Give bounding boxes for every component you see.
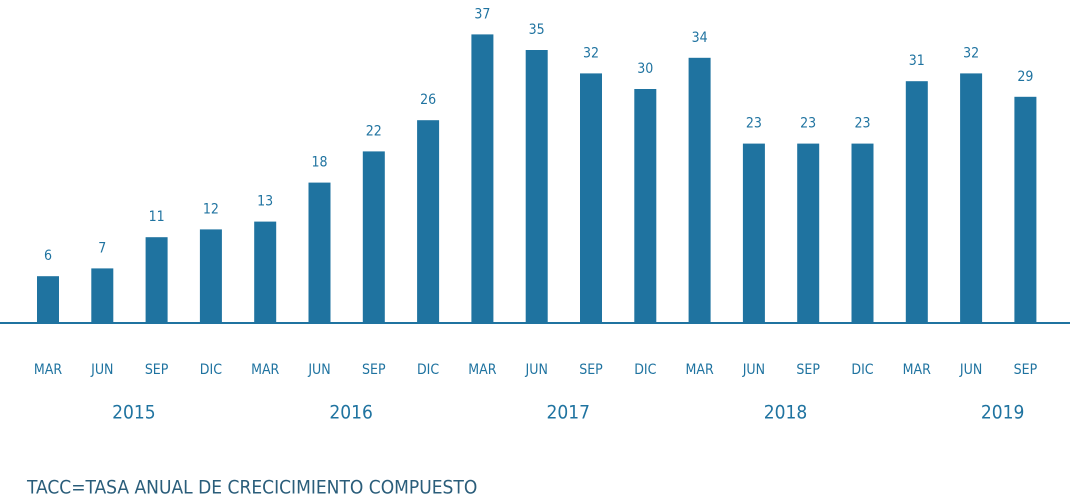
x-tick-label: SEP bbox=[579, 362, 603, 378]
x-tick-label: SEP bbox=[1014, 362, 1038, 378]
x-tick-label: DIC bbox=[200, 362, 222, 378]
value-label: 31 bbox=[909, 53, 925, 69]
bar bbox=[525, 50, 548, 323]
value-label: 23 bbox=[746, 116, 762, 132]
x-tick-label: SEP bbox=[362, 362, 386, 378]
x-tick-label: JUN bbox=[742, 362, 765, 378]
bar bbox=[797, 143, 820, 323]
value-label: 7 bbox=[98, 240, 106, 256]
bar bbox=[905, 81, 928, 323]
year-label: 2016 bbox=[329, 402, 373, 424]
bar bbox=[634, 89, 657, 323]
value-label: 13 bbox=[257, 194, 273, 210]
value-label: 29 bbox=[1017, 69, 1033, 85]
x-tick-label: JUN bbox=[90, 362, 113, 378]
bar bbox=[742, 143, 765, 323]
x-tick-label: MAR bbox=[34, 362, 62, 378]
bar bbox=[851, 143, 874, 323]
bar bbox=[308, 182, 331, 323]
x-tick-label: MAR bbox=[685, 362, 713, 378]
x-tick-label: MAR bbox=[251, 362, 279, 378]
bar bbox=[91, 268, 114, 323]
value-label: 32 bbox=[583, 45, 599, 61]
footnote: TACC=TASA ANUAL DE CRECICIMIENTO COMPUES… bbox=[26, 477, 477, 499]
bar bbox=[960, 73, 983, 324]
value-label: 6 bbox=[44, 248, 52, 264]
year-label: 2015 bbox=[112, 402, 156, 424]
bar bbox=[37, 276, 59, 323]
x-tick-label: JUN bbox=[525, 362, 548, 378]
year-label: 2018 bbox=[764, 402, 808, 424]
value-label: 23 bbox=[800, 116, 816, 132]
value-label: 11 bbox=[149, 209, 165, 225]
x-tick-label: SEP bbox=[796, 362, 820, 378]
value-label: 34 bbox=[692, 30, 708, 46]
value-label: 30 bbox=[637, 61, 653, 77]
x-tick-label: MAR bbox=[903, 362, 931, 378]
x-tick-label: JUN bbox=[959, 362, 982, 378]
bar bbox=[199, 229, 222, 323]
bar bbox=[688, 57, 711, 324]
x-tick-label: JUN bbox=[307, 362, 330, 378]
x-tick-label: SEP bbox=[145, 362, 169, 378]
bar bbox=[362, 151, 385, 323]
bar bbox=[145, 237, 168, 323]
value-label: 37 bbox=[474, 6, 490, 22]
value-label: 18 bbox=[311, 155, 327, 171]
bar bbox=[1014, 96, 1037, 323]
bar bbox=[417, 120, 440, 323]
value-label: 22 bbox=[366, 123, 382, 139]
year-label: 2019 bbox=[981, 402, 1025, 424]
value-label: 26 bbox=[420, 92, 436, 108]
value-label: 35 bbox=[529, 22, 545, 38]
year-label: 2017 bbox=[547, 402, 591, 424]
x-tick-label: DIC bbox=[851, 362, 873, 378]
bar bbox=[471, 34, 494, 324]
value-label: 23 bbox=[854, 116, 870, 132]
value-label: 32 bbox=[963, 45, 979, 61]
x-tick-label: MAR bbox=[468, 362, 496, 378]
x-tick-label: DIC bbox=[634, 362, 656, 378]
bar bbox=[254, 221, 277, 323]
x-tick-label: DIC bbox=[417, 362, 439, 378]
bar bbox=[580, 73, 602, 324]
value-label: 12 bbox=[203, 201, 219, 217]
